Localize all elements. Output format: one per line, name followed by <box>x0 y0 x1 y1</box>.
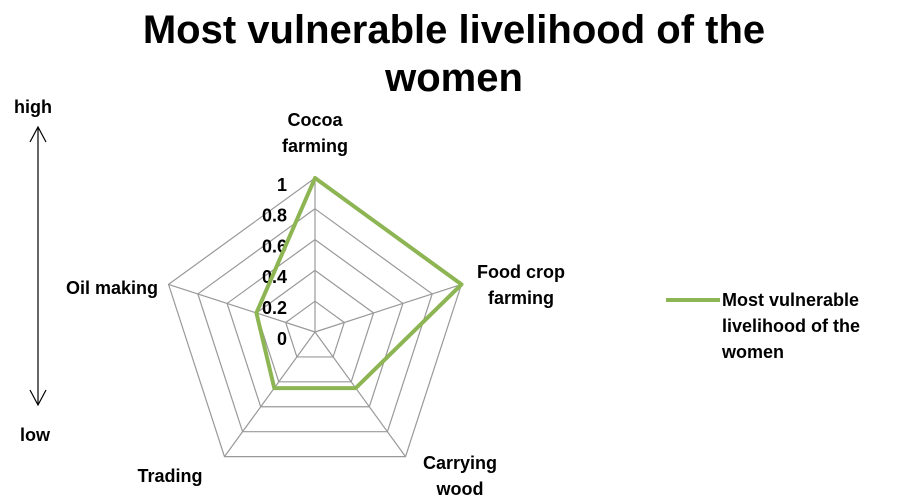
annotation: low <box>20 425 51 445</box>
category-label: Food crop farming <box>477 262 565 308</box>
legend-label: Most vulnerable livelihood of the women <box>722 290 860 362</box>
spoke <box>314 331 407 457</box>
spoke <box>223 331 316 457</box>
category-label: Oil making <box>65 278 158 298</box>
r-tick-label: 1 <box>277 175 287 195</box>
arrow-head <box>29 389 47 407</box>
r-tick-label: 0.2 <box>262 298 287 318</box>
chart-title: Most vulnerable livelihood of the women <box>142 8 766 100</box>
series-line <box>254 176 464 391</box>
category-label: Carrying wood <box>422 453 498 499</box>
r-tick-label: 0 <box>277 329 287 349</box>
spoke <box>168 283 316 333</box>
category-label: Cocoa farming <box>281 110 348 156</box>
spoke <box>314 283 462 333</box>
grid-ring <box>285 300 345 358</box>
grid-ring <box>226 238 404 408</box>
annotation: high <box>14 97 52 117</box>
grid-ring <box>197 208 433 433</box>
category-label: Trading <box>137 466 203 486</box>
r-tick-label: 0.8 <box>262 206 287 226</box>
r-tick-label: 0.6 <box>262 236 287 256</box>
grid-ring <box>255 269 375 383</box>
arrow-head <box>29 125 47 143</box>
